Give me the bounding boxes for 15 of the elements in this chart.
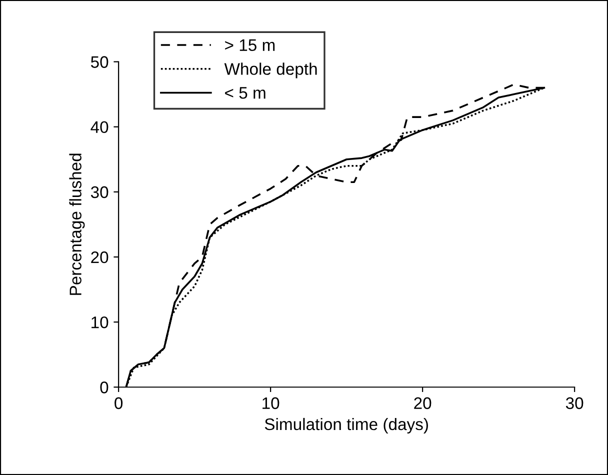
y-tick-label: 0 <box>100 382 108 394</box>
y-tick-label: 50 <box>90 56 108 68</box>
y-tick-label: 30 <box>90 186 108 198</box>
legend-label: > 15 m <box>225 39 275 52</box>
y-axis-title: Percentage flushed <box>69 154 85 295</box>
y-tick-label: 20 <box>91 251 108 264</box>
x-axis-title: Simulation time (days) <box>264 418 428 434</box>
x-tick-label: 30 <box>566 397 584 410</box>
y-tick-label: 40 <box>90 121 108 134</box>
legend-label: Whole depth <box>224 62 317 78</box>
legend-label: < 5 m <box>225 87 266 99</box>
x-tick-label: 0 <box>114 397 123 410</box>
x-tick-label: 10 <box>262 397 280 410</box>
x-tick-label: 20 <box>414 397 432 410</box>
y-tick-label: 10 <box>92 316 108 328</box>
